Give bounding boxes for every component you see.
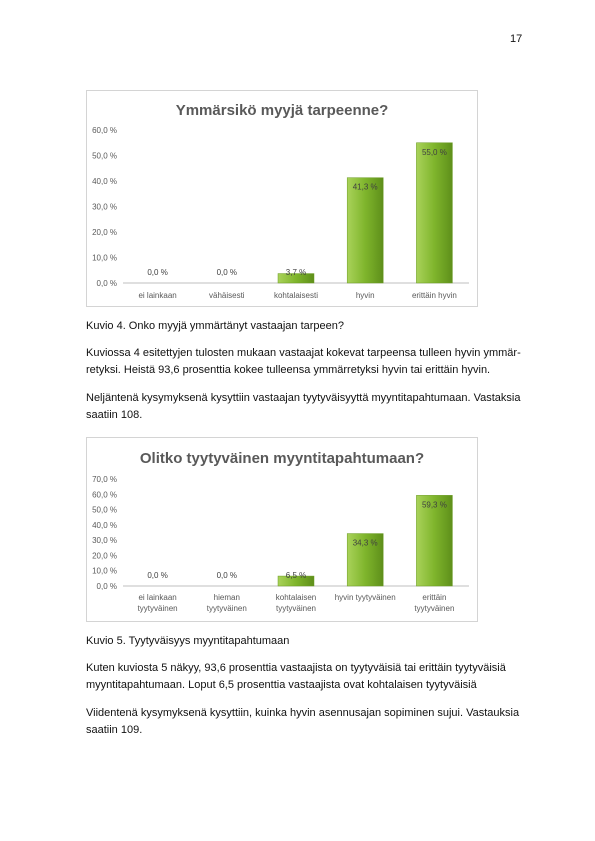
- paragraph-line: myyntitapahtumaan. Loput 6,5 prosenttia …: [86, 679, 477, 691]
- data-label: 0,0 %: [217, 268, 237, 277]
- chart-title: Olitko tyytyväinen myyntitapahtumaan?: [140, 450, 424, 467]
- category-label: tyytyväinen: [138, 604, 178, 613]
- y-tick-label: 30,0 %: [92, 203, 117, 212]
- paragraph-line: Neljäntenä kysymyksenä kysyttiin vastaaj…: [86, 392, 521, 404]
- y-tick-label: 70,0 %: [92, 475, 117, 484]
- paragraph: Viidentenä kysymyksenä kysyttiin, kuinka…: [86, 705, 526, 739]
- paragraph-line: saatiin 109.: [86, 724, 143, 736]
- category-label: tyytyväinen: [276, 604, 316, 613]
- bar-chart-understanding: Ymmärsikö myyjä tarpeenne? 0,0 % 10,0 % 20,…: [86, 90, 478, 307]
- y-tick-label: 50,0 %: [92, 506, 117, 515]
- y-tick-label: 20,0 %: [92, 551, 117, 560]
- paragraph: Kuten kuviosta 5 näkyy, 93,6 prosenttia …: [86, 660, 526, 694]
- bar-chart-satisfaction: Olitko tyytyväinen myyntitapahtumaan? 0,0…: [86, 437, 478, 622]
- category-label: kohtalaisen: [276, 593, 316, 602]
- data-label: 59,3 %: [422, 500, 447, 509]
- paragraph-line: retyksi. Heistä 93,6 prosenttia kokee tu…: [86, 364, 491, 376]
- y-tick-label: 0,0 %: [97, 279, 117, 288]
- bar: [346, 533, 384, 587]
- category-label: kohtalaisesti: [274, 291, 318, 300]
- data-label: 41,3 %: [353, 183, 378, 192]
- category-label: ei lainkaan: [138, 593, 176, 602]
- bar: [277, 575, 315, 587]
- paragraph: Kuviossa 4 esitettyjen tulosten mukaan v…: [86, 345, 526, 379]
- chart-svg: Olitko tyytyväinen myyntitapahtumaan? 0,0…: [92, 450, 469, 613]
- chart-title: Ymmärsikö myyjä tarpeenne?: [176, 102, 389, 119]
- y-tick-label: 40,0 %: [92, 521, 117, 530]
- y-tick-label: 20,0 %: [92, 228, 117, 237]
- data-label: 6,5 %: [286, 571, 306, 580]
- bar: [346, 177, 384, 284]
- figure-caption: Kuvio 5. Tyytyväisyys myyntitapahtumaan: [86, 635, 290, 647]
- bar: [416, 495, 453, 587]
- data-label: 0,0 %: [217, 571, 237, 580]
- category-label: erittäin hyvin: [412, 291, 457, 300]
- paragraph-line: Kuten kuviosta 5 näkyy, 93,6 prosenttia …: [86, 662, 506, 674]
- y-tick-label: 60,0 %: [92, 126, 117, 135]
- figure-caption: Kuvio 4. Onko myyjä ymmärtänyt vastaajan…: [86, 320, 345, 332]
- category-label: hyvin tyytyväinen: [335, 593, 396, 602]
- y-tick-label: 0,0 %: [97, 582, 117, 591]
- paragraph-line: saatiin 108.: [86, 409, 143, 421]
- data-label: 0,0 %: [147, 571, 167, 580]
- y-tick-label: 50,0 %: [92, 152, 117, 161]
- category-label: vähäisesti: [209, 291, 245, 300]
- data-label: 34,3 %: [353, 539, 378, 548]
- page-number: 17: [510, 33, 523, 45]
- category-label: tyytyväinen: [414, 604, 454, 613]
- bar: [277, 273, 315, 284]
- y-tick-label: 60,0 %: [92, 490, 117, 499]
- y-tick-label: 30,0 %: [92, 536, 117, 545]
- paragraph: Neljäntenä kysymyksenä kysyttiin vastaaj…: [86, 390, 526, 424]
- data-label: 55,0 %: [422, 148, 447, 157]
- data-label: 3,7 %: [286, 268, 306, 277]
- y-tick-label: 10,0 %: [92, 567, 117, 576]
- category-label: erittäin: [422, 593, 446, 602]
- data-label: 0,0 %: [147, 268, 167, 277]
- category-label: tyytyväinen: [207, 604, 247, 613]
- y-tick-label: 10,0 %: [92, 254, 117, 263]
- paragraph-line: Kuviossa 4 esitettyjen tulosten mukaan v…: [86, 347, 521, 359]
- chart-svg: Ymmärsikö myyjä tarpeenne? 0,0 % 10,0 % 20,…: [92, 102, 469, 300]
- category-label: ei lainkaan: [138, 291, 176, 300]
- paragraph-line: Viidentenä kysymyksenä kysyttiin, kuinka…: [86, 707, 520, 719]
- bar: [416, 142, 453, 284]
- category-label: hieman: [214, 593, 240, 602]
- category-label: hyvin: [356, 291, 375, 300]
- y-tick-label: 40,0 %: [92, 177, 117, 186]
